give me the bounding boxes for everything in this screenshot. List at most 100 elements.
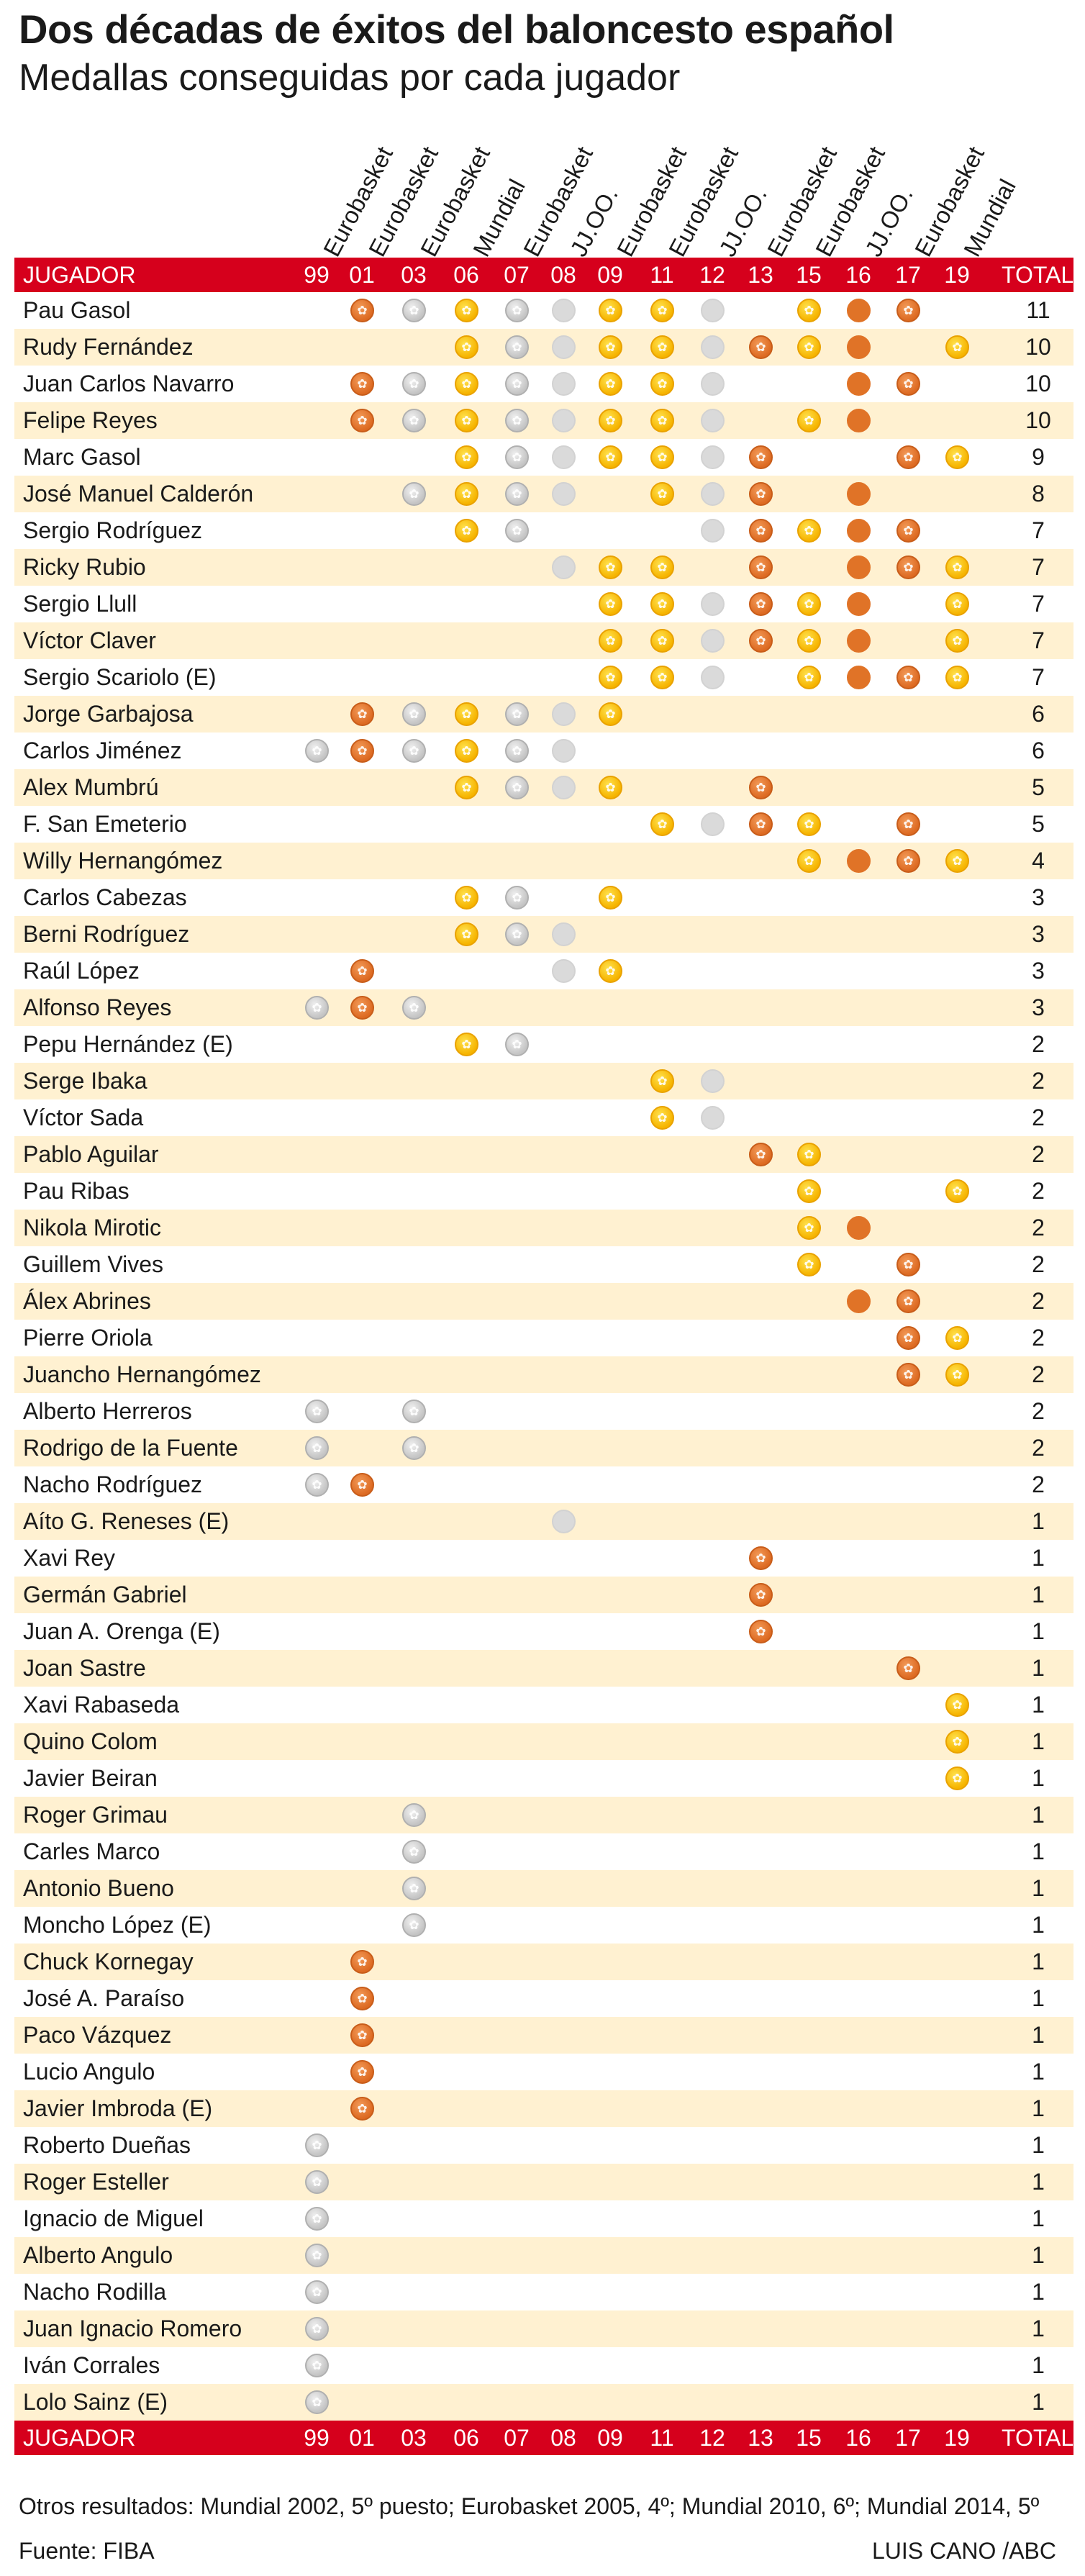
gold-medal-icon: ✿ — [650, 555, 674, 579]
player-name: Ricky Rubio — [23, 554, 146, 580]
year-label: 08 — [550, 2425, 576, 2451]
medal-emblem-icon: ✿ — [461, 891, 472, 904]
silver-medal-icon: ✿ — [402, 1436, 426, 1460]
player-total: 2 — [1032, 1105, 1045, 1130]
medal-emblem-icon: ✿ — [804, 1258, 814, 1271]
player-total: 8 — [1032, 481, 1045, 507]
player-total: 2 — [1032, 1031, 1045, 1057]
table-row: Víctor Sada ✿ ✿ 2 — [14, 1099, 1073, 1136]
medal-emblem-icon: ✿ — [903, 817, 914, 831]
gold-medal-icon: ✿ — [455, 482, 478, 506]
medal-emblem-icon: ✿ — [312, 2395, 322, 2409]
medal-emblem-icon: ✿ — [357, 304, 368, 317]
year-label: 01 — [349, 2425, 375, 2451]
player-name: Roberto Dueñas — [23, 2132, 191, 2158]
gold-medal-icon: ✿ — [797, 335, 821, 359]
year-label: 09 — [597, 2425, 623, 2451]
player-total: 1 — [1032, 1838, 1045, 1864]
bronze-medal-icon: ✿ — [847, 592, 871, 616]
year-label: 16 — [845, 262, 871, 288]
medal-emblem-icon: ✿ — [409, 414, 419, 427]
bronze-medal-icon: ✿ — [350, 1473, 374, 1497]
gold-medal-icon: ✿ — [455, 1033, 478, 1056]
medal-emblem-icon: ✿ — [605, 304, 616, 317]
medal-emblem-icon: ✿ — [357, 1992, 368, 2005]
player-total: 1 — [1032, 2059, 1045, 2085]
bronze-medal-icon: ✿ — [847, 1289, 871, 1313]
table-row: Juan Carlos Navarro ✿ ✿ ✿ ✿ ✿ ✿ ✿ ✿ ✿ ✿ 10 — [14, 366, 1073, 402]
medal-emblem-icon: ✿ — [409, 707, 419, 721]
medal-emblem-icon: ✿ — [605, 707, 616, 721]
medal-emblem-icon: ✿ — [512, 928, 522, 941]
player-name: José Manuel Calderón — [23, 481, 254, 507]
medal-emblem-icon: ✿ — [952, 450, 963, 464]
gold-medal-icon: ✿ — [599, 959, 622, 983]
bronze-medal-icon: ✿ — [749, 629, 773, 653]
silver-medal-icon: ✿ — [701, 482, 725, 506]
player-total: 2 — [1032, 1141, 1045, 1167]
player-total: 6 — [1032, 738, 1045, 763]
gold-medal-icon: ✿ — [650, 335, 674, 359]
gold-medal-icon: ✿ — [599, 372, 622, 396]
medal-emblem-icon: ✿ — [461, 1038, 472, 1051]
table-row: José A. Paraíso ✿ 1 — [14, 1980, 1073, 2017]
silver-medal-icon: ✿ — [305, 2133, 329, 2157]
gold-medal-icon: ✿ — [945, 1363, 969, 1387]
player-total: 1 — [1032, 2095, 1045, 2121]
bronze-medal-icon: ✿ — [896, 1253, 920, 1276]
table-row: Serge Ibaka ✿ ✿ 2 — [14, 1063, 1073, 1099]
bronze-medal-icon: ✿ — [896, 1363, 920, 1387]
medal-emblem-icon: ✿ — [755, 634, 766, 648]
silver-medal-icon: ✿ — [505, 519, 529, 543]
player-total: 3 — [1032, 958, 1045, 984]
player-name: Sergio Rodríguez — [23, 517, 203, 543]
bronze-medal-icon: ✿ — [847, 299, 871, 322]
medal-emblem-icon: ✿ — [312, 2175, 322, 2189]
silver-medal-icon: ✿ — [701, 1069, 725, 1093]
player-total: 1 — [1032, 2132, 1045, 2158]
bronze-medal-icon: ✿ — [350, 702, 374, 726]
gold-medal-icon: ✿ — [945, 1730, 969, 1754]
gold-medal-icon: ✿ — [650, 445, 674, 469]
silver-medal-icon: ✿ — [305, 2244, 329, 2267]
table-row: Aíto G. Reneses (E) ✿ 1 — [14, 1503, 1073, 1540]
player-name: Rudy Fernández — [23, 334, 194, 360]
player-total: 9 — [1032, 444, 1045, 470]
gold-medal-icon: ✿ — [650, 409, 674, 432]
table-row: Alfonso Reyes ✿ ✿ ✿ 3 — [14, 989, 1073, 1026]
medal-emblem-icon: ✿ — [952, 671, 963, 684]
silver-medal-icon: ✿ — [505, 299, 529, 322]
table-row: Alberto Herreros ✿ ✿ 2 — [14, 1393, 1073, 1430]
player-name: Pepu Hernández (E) — [23, 1031, 233, 1057]
gold-medal-icon: ✿ — [599, 555, 622, 579]
silver-medal-icon: ✿ — [701, 666, 725, 689]
gold-medal-icon: ✿ — [945, 1693, 969, 1717]
medal-emblem-icon: ✿ — [461, 340, 472, 354]
silver-medal-icon: ✿ — [402, 996, 426, 1020]
player-total: 1 — [1032, 2242, 1045, 2268]
player-total: 7 — [1032, 517, 1045, 543]
silver-medal-icon: ✿ — [402, 1400, 426, 1423]
silver-medal-icon: ✿ — [505, 445, 529, 469]
player-total: 2 — [1032, 1251, 1045, 1277]
medal-emblem-icon: ✿ — [312, 1001, 322, 1015]
notes-text: Otros resultados: Mundial 2002, 5º puest… — [19, 2493, 1040, 2519]
medal-emblem-icon: ✿ — [409, 1405, 419, 1418]
medal-emblem-icon: ✿ — [952, 1772, 963, 1785]
medal-emblem-icon: ✿ — [357, 414, 368, 427]
medal-emblem-icon: ✿ — [409, 377, 419, 391]
player-name: Nacho Rodilla — [23, 2279, 167, 2305]
player-name: Juan Carlos Navarro — [23, 371, 235, 396]
bronze-medal-icon: ✿ — [749, 1546, 773, 1570]
table-row: Juancho Hernangómez ✿ ✿ 2 — [14, 1356, 1073, 1393]
medal-emblem-icon: ✿ — [657, 450, 668, 464]
medal-emblem-icon: ✿ — [605, 634, 616, 648]
silver-medal-icon: ✿ — [552, 739, 576, 763]
gold-medal-icon: ✿ — [455, 445, 478, 469]
year-label: 99 — [304, 262, 330, 288]
silver-medal-icon: ✿ — [305, 1473, 329, 1497]
table-row: Roger Esteller ✿ 1 — [14, 2164, 1073, 2200]
medal-emblem-icon: ✿ — [461, 928, 472, 941]
silver-medal-icon: ✿ — [505, 1033, 529, 1056]
player-name: Quino Colom — [23, 1728, 158, 1754]
